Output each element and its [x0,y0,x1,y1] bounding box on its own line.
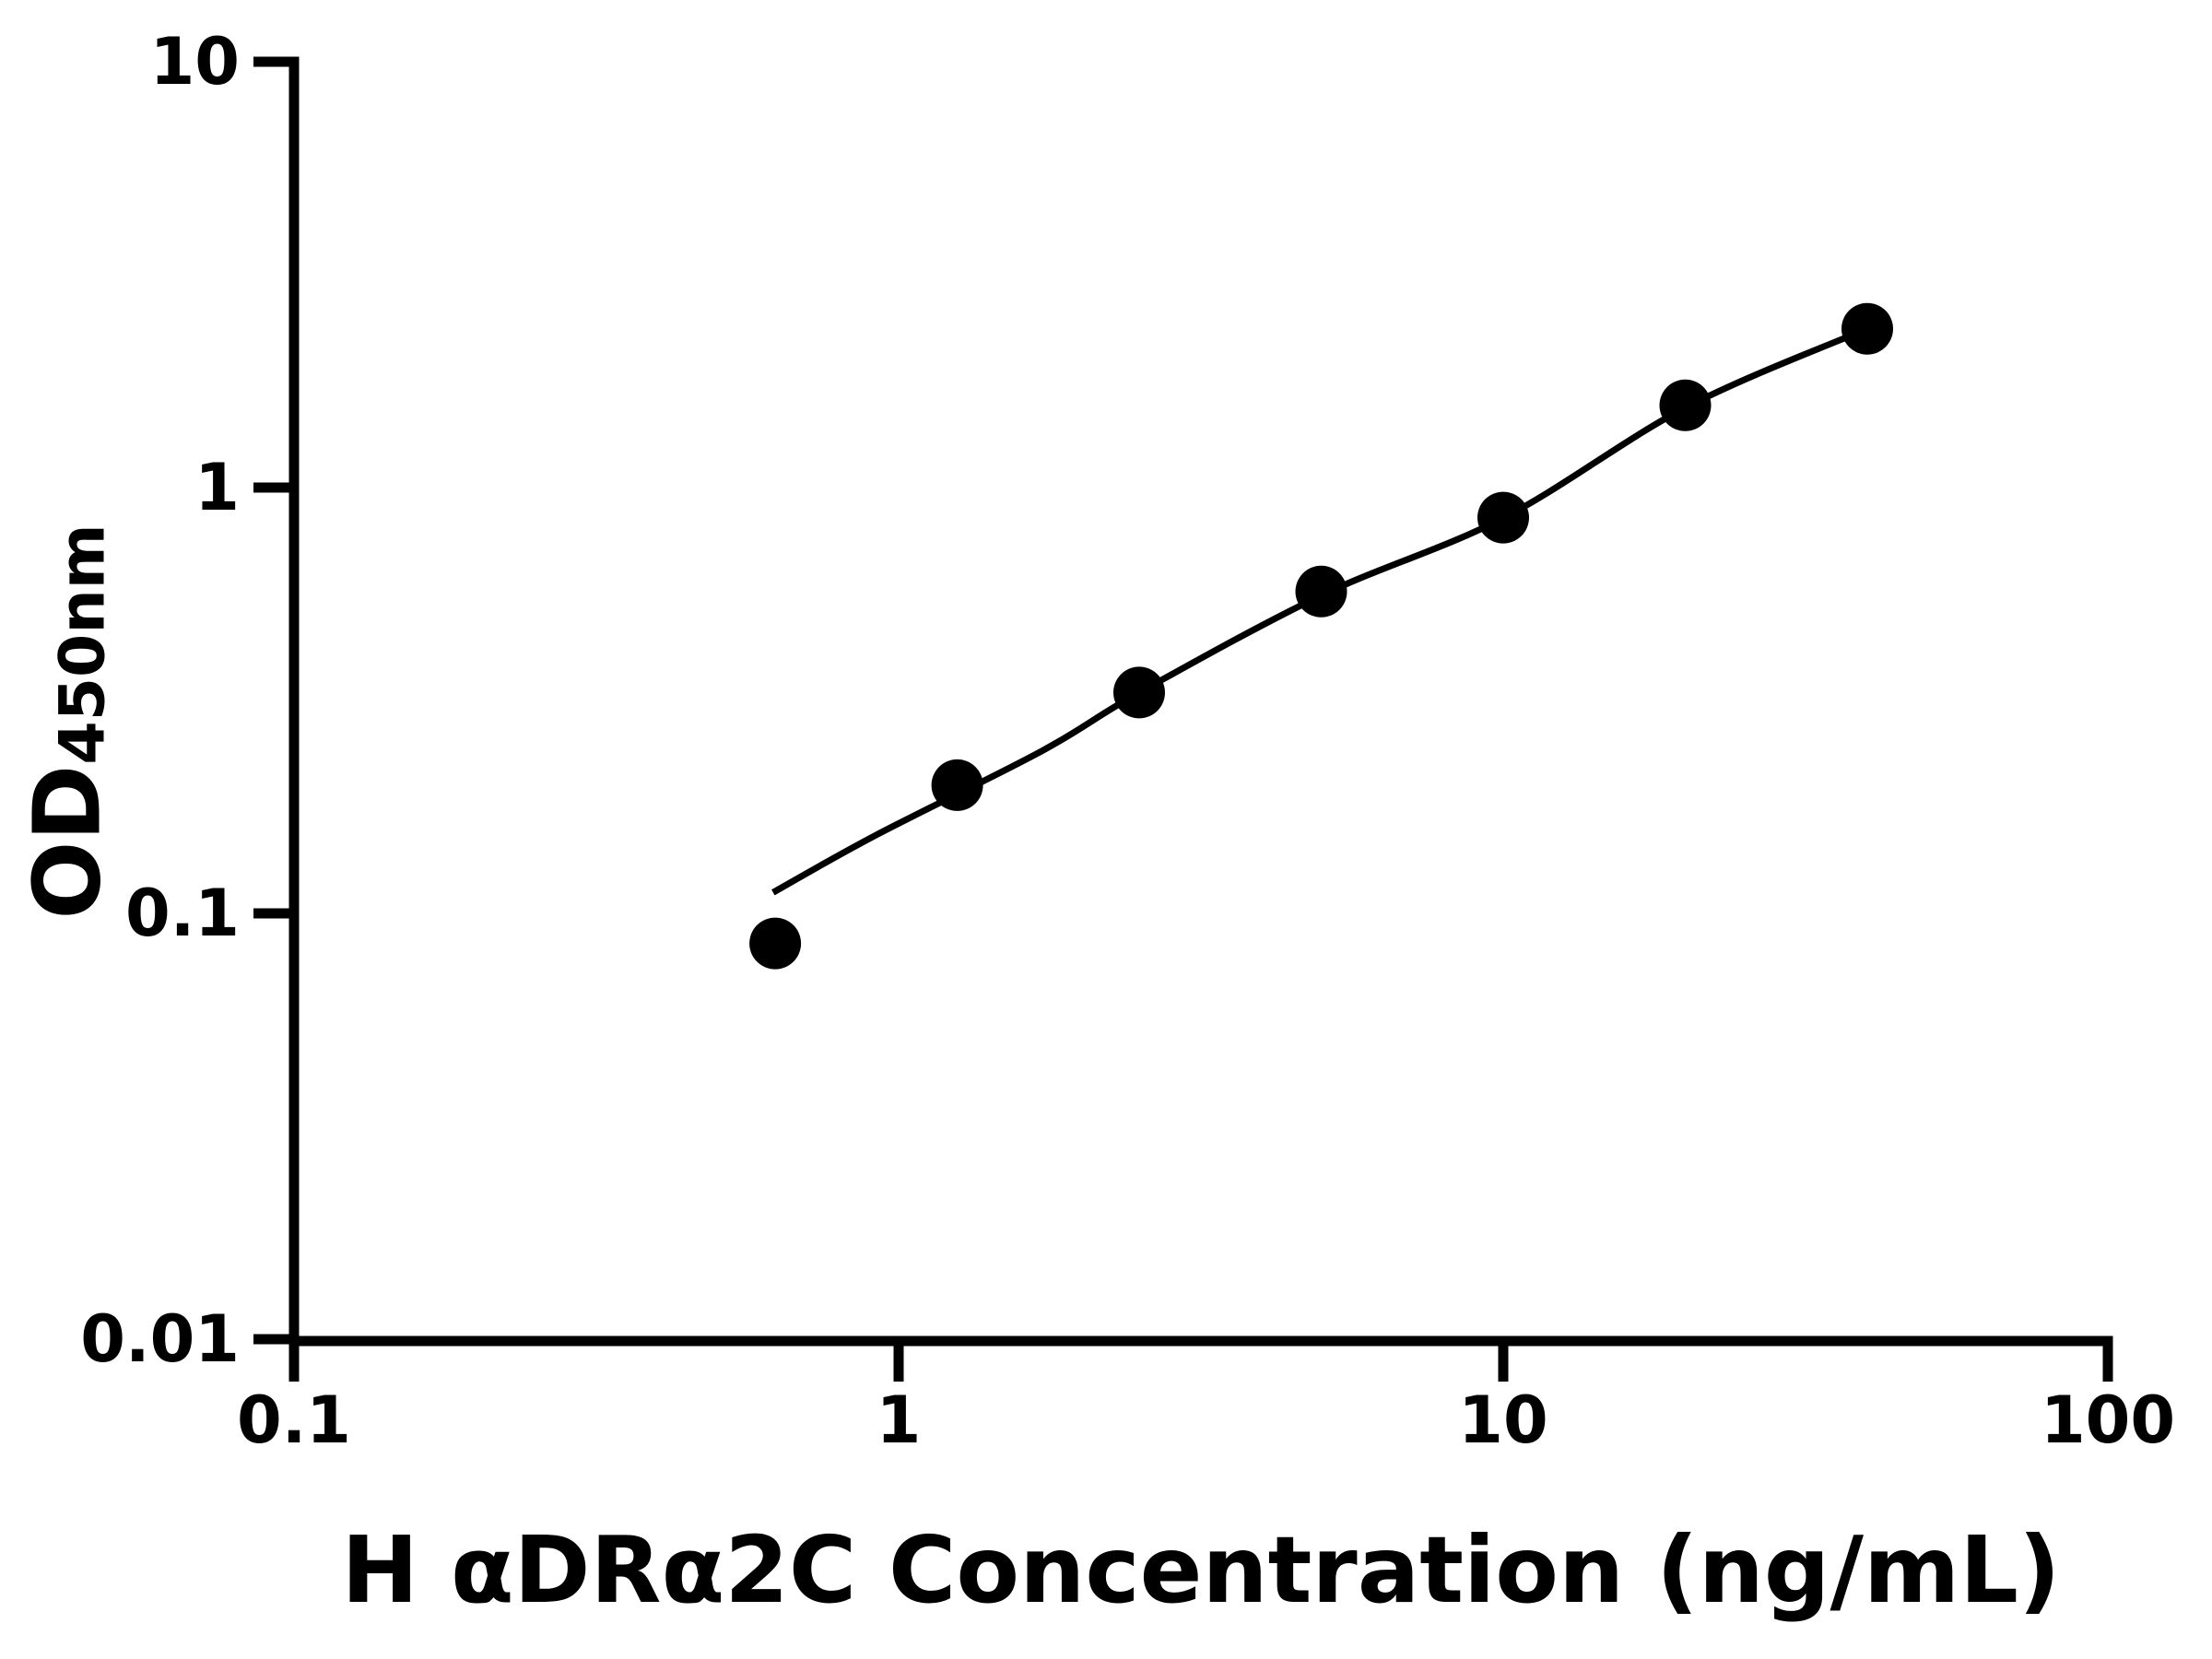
x-tick-label-0p1: 0.1 [236,1382,352,1458]
y-axis-title-subscript: 450nm [46,524,120,765]
y-tick-label-10: 10 [149,24,240,100]
x-tick-label-1: 1 [876,1382,922,1458]
data-point [1477,491,1529,544]
x-tick-label-100: 100 [2040,1382,2176,1458]
y-axis-title: OD450nm [14,524,122,919]
data-point [931,759,983,811]
data-point [749,917,802,970]
y-tick-label-0p1: 0.1 [124,876,240,951]
y-axis-title-main: OD [13,764,122,920]
y-tick-label-0p01: 0.01 [80,1301,240,1377]
data-point [1113,666,1165,719]
y-tick-label-1: 1 [194,450,240,525]
data-point [1841,302,1893,355]
data-point [1659,379,1712,431]
x-axis-title: H αDRα2C Concentration (ng/mL) [341,1516,2061,1624]
x-tick-label-10: 10 [1458,1382,1548,1458]
data-point [1295,565,1347,618]
